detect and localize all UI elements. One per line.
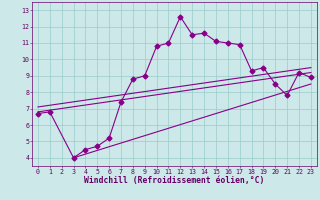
X-axis label: Windchill (Refroidissement éolien,°C): Windchill (Refroidissement éolien,°C)	[84, 176, 265, 185]
